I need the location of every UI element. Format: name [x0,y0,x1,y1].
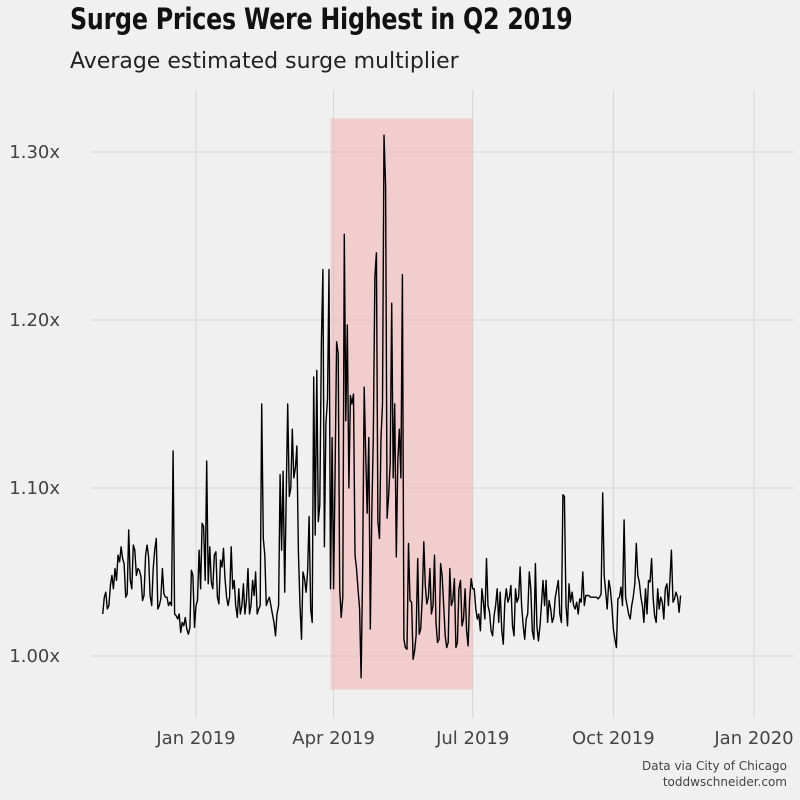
y-tick-label: 1.10x [9,478,60,499]
y-tick-label: 1.00x [9,646,60,667]
caption: Data via City of Chicago toddwschneider.… [642,758,787,790]
caption-source: Data via City of Chicago [641,759,787,773]
x-tick-label: Oct 2019 [572,728,655,749]
chart-title: Surge Prices Were Highest in Q2 2019 [70,2,573,36]
x-tick-label: Jul 2019 [435,728,509,749]
x-tick-label: Apr 2019 [292,728,375,749]
chart-subtitle: Average estimated surge multiplier [70,49,459,74]
caption-site: toddwschneider.com [662,775,787,789]
y-tick-label: 1.30x [9,142,60,163]
y-tick-label: 1.20x [9,310,60,331]
series-line [102,134,682,679]
x-tick-label: Jan 2020 [713,728,793,749]
x-tick-label: Jan 2019 [155,728,235,749]
